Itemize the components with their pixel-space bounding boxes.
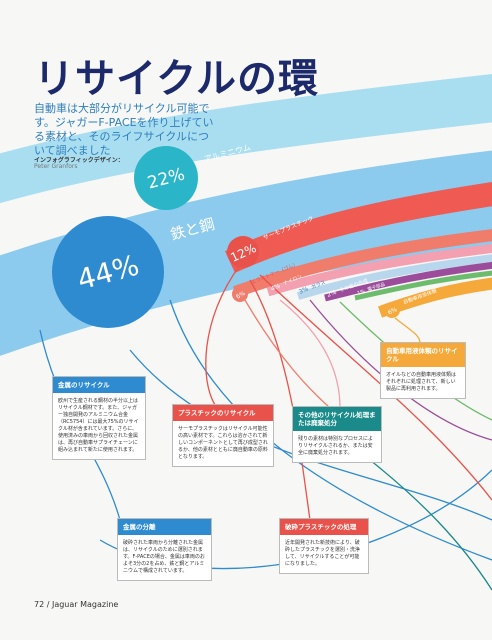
title: リサイクルの環 [34, 56, 319, 102]
aluminium-band [0, 74, 492, 204]
footer: 72 / Jaguar Magazine [34, 600, 119, 609]
info-box: 自動車用液体類のリサイクル オイルなどの自動車用液体類はそれぞれに処理されて、新… [380, 342, 466, 399]
steel-circle [52, 216, 164, 328]
info-box: 金属のリサイクル 欧州で生産される鋼材の半分以上はリサイクル鋼材です。また、ジャ… [52, 376, 146, 460]
flow-line [249, 279, 311, 521]
flow-line [169, 299, 492, 561]
box-body: 残りの素材は特別なプロセスによりリサイクルされるか、または安全に廃棄処分されます… [298, 436, 374, 456]
flow-line [394, 317, 421, 344]
box-title: 自動車用液体類のリサイクル [381, 343, 465, 367]
info-box: 破砕プラスチックの処理 近年開発された新技術により、破砕したプラスチックを選別・… [279, 518, 369, 574]
box-title: プラスチックのリサイクル [173, 405, 273, 421]
elastomer-band [233, 229, 492, 298]
percent-label: 6% [235, 290, 247, 301]
percent-label: 1% [357, 288, 367, 296]
percent-label: 3% [298, 285, 310, 295]
info-box: プラスチックのリサイクル サーモプラスチックはリサイクル可能性の高い素材です。こ… [172, 404, 274, 467]
flow-line [205, 264, 241, 406]
percent-label: 2% [326, 289, 338, 299]
box-body: 破砕された車両から分離された金属は、リサイクルのために選別されます。F-PACE… [123, 540, 205, 574]
percent-label: 4% [270, 282, 282, 292]
plastic-circle [227, 236, 259, 268]
electronics-band [354, 270, 492, 301]
flow-line [279, 299, 341, 409]
intro: 自動車は大部分がリサイクル可能です。ジャガーF-PACEを作り上げている素材と、… [34, 102, 214, 157]
elastomer-circle [232, 286, 248, 302]
aluminium-circle [134, 146, 198, 210]
box-body: 欧州で生産される鋼材の半分以上はリサイクル鋼材です。また、ジャガー独自開発のアル… [58, 398, 139, 453]
flow-line [369, 459, 492, 591]
nylon-band [266, 243, 492, 297]
box-title: 破砕プラスチックの処理 [280, 519, 368, 535]
info-box: 金属の分離 破砕された車両から分離された金属は、リサイクルのために選別されます。… [117, 518, 212, 581]
fluid-circle [384, 302, 400, 318]
percent-label: 6% [387, 306, 399, 316]
credit-name: Peter Granfors [34, 163, 78, 170]
box-title: その他のリサイクル処理または廃棄処分 [293, 407, 381, 431]
box-body: オイルなどの自動車用液体類はそれぞれに処理されて、新しい製品に再利用されます。 [386, 372, 457, 392]
box-body: サーモプラスチックはリサイクル可能性の高い素材です。これらは溶かされて新しいコン… [178, 426, 268, 460]
flow-line [244, 299, 331, 409]
info-box: その他のリサイクル処理または廃棄処分 残りの素材は特別なプロセスによりリサイクル… [292, 406, 382, 463]
glass-band [296, 254, 492, 300]
credit-label: インフォグラフィックデザイン： [34, 157, 124, 164]
box-body: 近年開発された新技術により、破砕したプラスチックを選別・洗浄して、リサイクルする… [285, 540, 360, 567]
box-title: 金属のリサイクル [53, 377, 145, 393]
box-title: 金属の分離 [118, 519, 211, 535]
synthetic-band [324, 261, 492, 302]
